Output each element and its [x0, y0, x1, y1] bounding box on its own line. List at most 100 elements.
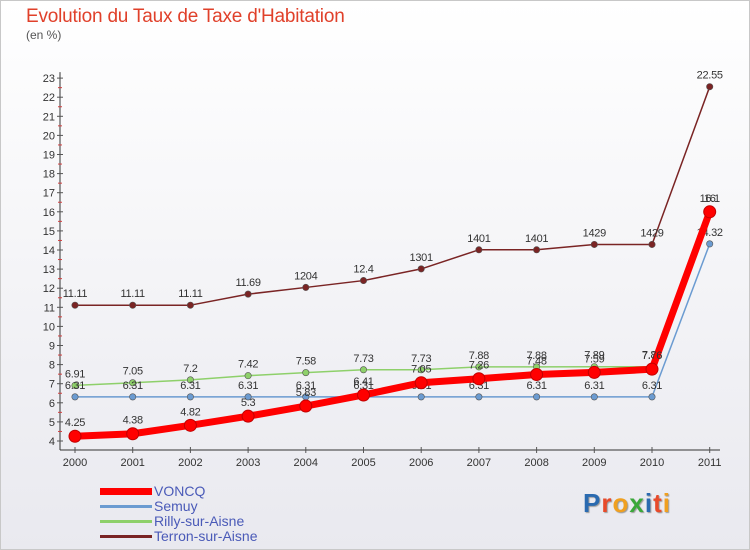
y-tick-label: 11 [44, 302, 55, 314]
y-tick-label: 19 [43, 150, 55, 162]
data-label: 6.31 [584, 380, 604, 392]
data-label: 6.31 [123, 380, 143, 392]
data-label: 7.2 [183, 363, 198, 375]
logo-letter: i [662, 488, 671, 518]
data-label: 1401 [467, 233, 490, 245]
x-tick-label: 2001 [120, 457, 144, 469]
data-point [703, 205, 717, 219]
y-tick-label: 5 [49, 417, 55, 429]
legend-swatch [100, 505, 152, 508]
logo-letter: r [601, 488, 613, 518]
data-label: 1204 [294, 270, 317, 282]
data-point [71, 393, 79, 401]
legend-swatch [100, 520, 152, 523]
data-point [241, 409, 255, 423]
data-point [417, 366, 425, 374]
x-tick-label: 2005 [351, 457, 375, 469]
logo-letter: i [644, 488, 654, 518]
data-point [71, 301, 79, 309]
chart-title: Evolution du Taux de Taxe d'Habitation [26, 6, 345, 27]
y-tick-label: 12 [43, 283, 55, 295]
data-point [186, 301, 194, 309]
data-label: 6.31 [238, 380, 258, 392]
data-label: 7.59 [584, 353, 604, 365]
y-tick-label: 9 [49, 341, 55, 353]
data-point [302, 283, 310, 291]
data-label: 1429 [640, 227, 663, 239]
data-point [244, 372, 252, 380]
data-label: 7.73 [353, 353, 373, 365]
legend-label: Terron-sur-Aisne [154, 528, 258, 544]
logo-letter: x [629, 488, 645, 518]
x-tick-label: 2004 [294, 457, 318, 469]
data-label: 6.31 [180, 380, 200, 392]
data-label: 7.48 [526, 356, 546, 368]
logo-letter: t [653, 488, 663, 518]
data-label: 6.31 [353, 380, 373, 392]
y-tick-label: 14 [43, 245, 55, 257]
y-tick-label: 4 [49, 436, 55, 448]
data-label: 16 [704, 193, 716, 205]
logo-letter: o [612, 488, 630, 518]
data-point [299, 399, 313, 413]
series-line-terron-sur-aisne [75, 86, 711, 306]
data-label: 6.31 [296, 380, 316, 392]
data-label: 7.73 [411, 353, 431, 365]
data-point [244, 393, 252, 401]
y-tick-label: 22 [43, 92, 55, 104]
data-point [186, 393, 194, 401]
data-label: 4.82 [180, 406, 200, 418]
data-label: 6.31 [642, 380, 662, 392]
data-point [648, 393, 656, 401]
x-tick-label: 2006 [409, 457, 433, 469]
series-line-rilly-sur-aisne [74, 209, 711, 387]
data-point [417, 393, 425, 401]
y-tick-label: 21 [43, 111, 55, 123]
data-point [533, 246, 541, 254]
y-tick-label: 15 [43, 226, 55, 238]
data-point [475, 363, 483, 371]
data-label: 7.88 [469, 350, 489, 362]
data-label: 4.38 [123, 415, 143, 427]
data-point [357, 388, 370, 402]
data-point [126, 427, 140, 441]
data-label: 11.11 [120, 288, 145, 300]
data-point [359, 366, 367, 374]
y-tick-label: 10 [43, 321, 55, 333]
x-tick-label: 2008 [524, 457, 548, 469]
data-point [590, 240, 598, 248]
data-label: 5.83 [296, 387, 316, 399]
y-tick-label: 18 [43, 169, 55, 181]
data-point [706, 83, 714, 91]
series-line-voncq [74, 210, 713, 440]
data-label: 5.3 [241, 397, 256, 409]
y-tick-label: 23 [43, 73, 55, 85]
data-point [414, 376, 428, 390]
x-tick-label: 2003 [236, 457, 260, 469]
data-point [645, 362, 659, 376]
legend-label: Semuy [154, 498, 198, 514]
data-point [71, 381, 79, 389]
data-label: 7.05 [123, 366, 143, 378]
data-point [648, 240, 656, 248]
data-label: 11.11 [63, 288, 88, 300]
proxiti-logo: Proxiti [583, 488, 671, 519]
data-label: 6.31 [526, 380, 546, 392]
data-label: 7.88 [526, 350, 546, 362]
data-label: 6.31 [65, 380, 85, 392]
x-tick-label: 2009 [582, 457, 606, 469]
data-point [533, 393, 541, 401]
data-label: 16.1 [700, 193, 720, 205]
data-label: 11.11 [178, 288, 203, 300]
data-label: 6.91 [65, 368, 85, 380]
x-tick-label: 2007 [467, 457, 491, 469]
x-tick-label: 2000 [63, 457, 87, 469]
data-label: 7.58 [296, 356, 316, 368]
data-point [530, 368, 544, 382]
data-label: 11.69 [235, 277, 260, 289]
data-label: 4.25 [65, 417, 85, 429]
logo-letter: P [583, 488, 602, 518]
data-label: 1401 [525, 233, 548, 245]
